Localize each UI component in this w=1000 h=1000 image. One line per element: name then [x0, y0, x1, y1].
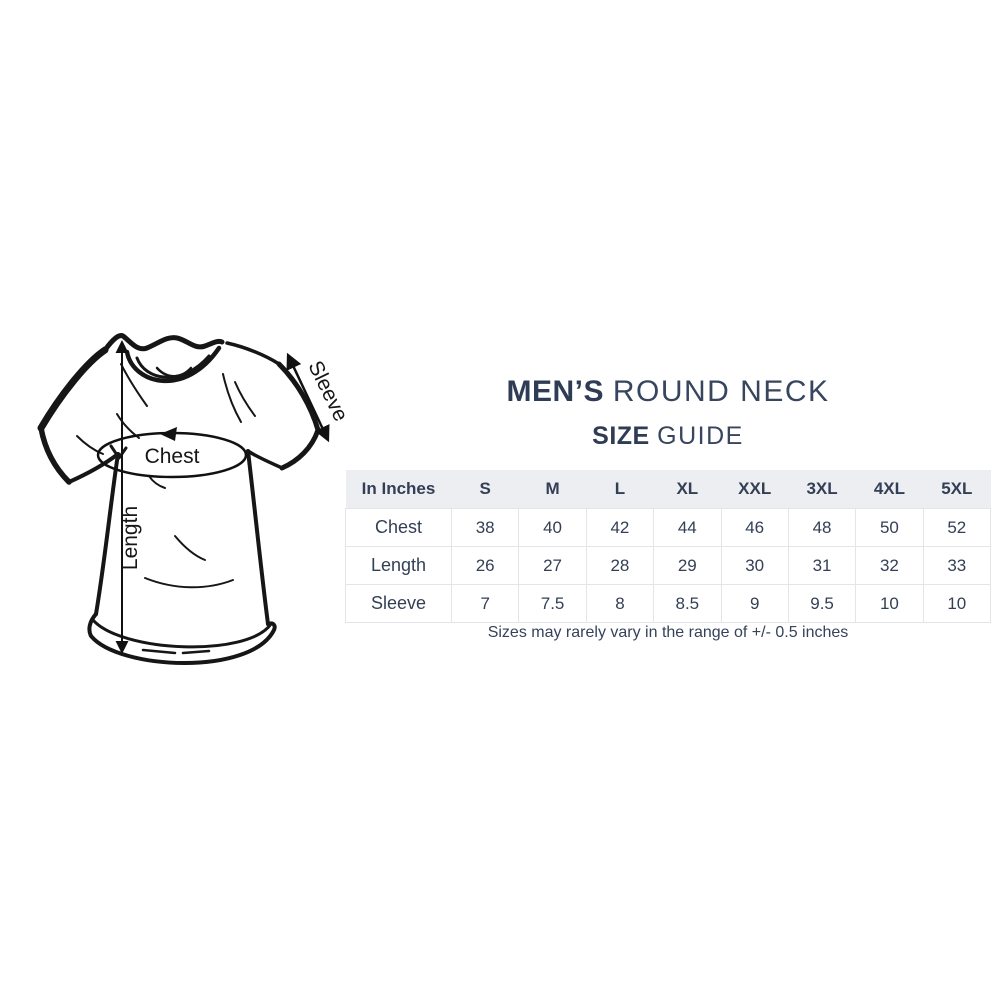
size-column-header: M	[518, 470, 587, 509]
size-column-header: 3XL	[788, 470, 856, 509]
size-cell: 7	[450, 584, 520, 623]
page-title: MEN’S ROUND NECK	[345, 375, 991, 408]
hem	[87, 612, 277, 665]
table-row-sleeve: Sleeve 7 7.5 8 8.5 9 9.5 10 10	[345, 584, 992, 623]
size-column-header: 4XL	[855, 470, 924, 509]
size-table-header-row: In Inches S M L XL XXL 3XL 4XL 5XL	[345, 470, 991, 509]
table-row-chest: Chest 38 40 42 44 46 48 50 52	[345, 508, 992, 547]
size-cell: 31	[787, 546, 857, 585]
size-cell: 7.5	[518, 584, 587, 623]
torso-right	[246, 449, 270, 626]
table-row-length: Length 26 27 28 29 30 31 32 33	[345, 546, 992, 585]
collar-outer	[124, 345, 222, 384]
size-cell: 8	[585, 584, 655, 623]
size-cell: 50	[855, 508, 924, 547]
size-table: In Inches S M L XL XXL 3XL 4XL 5XL Chest…	[345, 470, 992, 623]
sleeve-arrow	[286, 352, 330, 443]
left-sleeve	[37, 346, 109, 432]
collar-inner	[135, 354, 211, 379]
sleeve-label: Sleeve	[303, 357, 347, 425]
size-cell: 9	[720, 584, 789, 623]
size-column-header: S	[451, 470, 519, 509]
size-column-header: XL	[653, 470, 721, 509]
title-rest: ROUND NECK	[612, 375, 830, 408]
size-cell: 48	[787, 508, 857, 547]
length-label: Length	[119, 506, 142, 570]
row-label: Sleeve	[345, 584, 452, 623]
tshirt-illustration: Chest Length Sleeve	[37, 333, 347, 665]
size-cell: 29	[653, 546, 722, 585]
size-column-header: 5XL	[923, 470, 991, 509]
size-cell: 38	[450, 508, 520, 547]
chest-label: Chest	[145, 445, 200, 468]
size-cell: 42	[585, 508, 655, 547]
torso-left	[94, 452, 120, 616]
row-label: Length	[345, 546, 452, 585]
subtitle-emphasis: SIZE	[592, 422, 650, 450]
size-cell: 44	[653, 508, 722, 547]
size-variance-note: Sizes may rarely vary in the range of +/…	[487, 624, 849, 641]
size-cell: 10	[922, 584, 992, 623]
size-cell: 52	[922, 508, 992, 547]
size-cell: 27	[518, 546, 587, 585]
tshirt-diagram: Chest Length Sleeve	[25, 330, 347, 686]
size-cell: 46	[720, 508, 789, 547]
size-cell: 40	[518, 508, 587, 547]
size-cell: 26	[450, 546, 520, 585]
unit-header: In Inches	[345, 470, 452, 509]
subtitle-rest: GUIDE	[657, 422, 744, 450]
size-cell: 32	[855, 546, 924, 585]
row-label: Chest	[345, 508, 452, 547]
size-cell: 33	[922, 546, 992, 585]
title-emphasis: MEN’S	[506, 375, 604, 408]
size-cell: 30	[720, 546, 789, 585]
size-cell: 9.5	[787, 584, 857, 623]
chest-arrowhead-icon	[160, 427, 177, 441]
size-column-header: XXL	[721, 470, 789, 509]
size-column-header: L	[586, 470, 654, 509]
size-cell: 8.5	[653, 584, 722, 623]
size-cell: 10	[855, 584, 924, 623]
page-subtitle: SIZE GUIDE	[345, 422, 991, 451]
tshirt-outline	[37, 333, 321, 665]
size-cell: 28	[585, 546, 655, 585]
